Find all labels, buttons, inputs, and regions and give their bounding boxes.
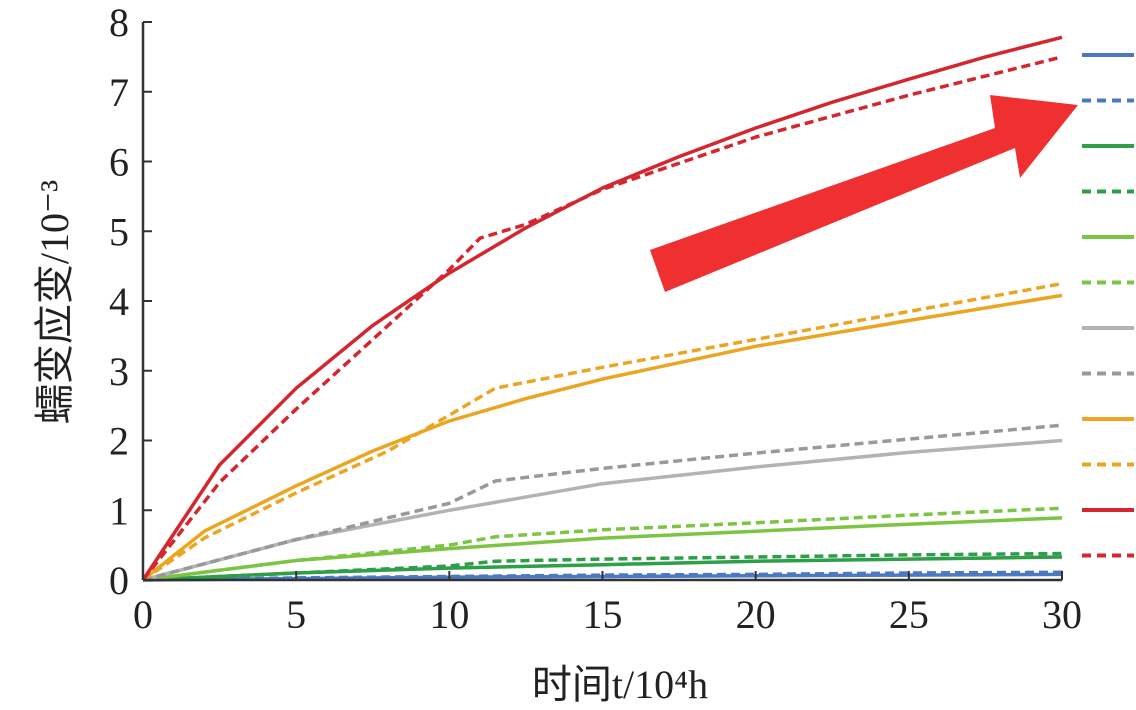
y-tick-label: 4: [109, 279, 129, 324]
x-axis-title: 时间t/10⁴h: [532, 662, 708, 707]
series-line-5-solid: [142, 516, 1063, 582]
axes: [141, 22, 1062, 582]
x-tick-label: 20: [736, 592, 776, 637]
y-tick-label: 8: [109, 0, 129, 45]
series-line-6-dashed: [142, 506, 1063, 582]
y-tick-label: 1: [109, 488, 129, 533]
y-tick-label: 7: [109, 70, 129, 115]
series-line-10-dashed: [142, 281, 1063, 582]
series-line-4-dashed: [142, 551, 1063, 582]
x-tick-label: 30: [1042, 592, 1082, 637]
x-tick-label: 10: [429, 592, 469, 637]
x-tick-label: 0: [133, 592, 153, 637]
ticks: 0 5 10 15 20 25 30 0 1 2 3 4 5 6 7 8: [109, 0, 1082, 637]
series-line-9-solid: [141, 293, 1063, 582]
y-tick-label: 6: [109, 140, 129, 185]
y-tick-label: 0: [109, 558, 129, 603]
y-tick-label: 3: [109, 349, 129, 394]
series-line-11-solid: [141, 35, 1063, 581]
series-line-12-dashed: [141, 55, 1063, 582]
legend: [1082, 53, 1134, 558]
x-tick-label: 15: [583, 592, 623, 637]
x-tick-label: 5: [286, 592, 306, 637]
trend-arrow: [650, 95, 1078, 292]
series-line-8-dashed: [142, 423, 1063, 582]
y-tick-label: 5: [109, 209, 129, 254]
y-tick-label: 2: [109, 419, 129, 464]
series-layer: [141, 35, 1063, 582]
x-tick-label: 25: [889, 592, 929, 637]
y-axis-title: 蠕变应变/10⁻³: [32, 180, 77, 424]
